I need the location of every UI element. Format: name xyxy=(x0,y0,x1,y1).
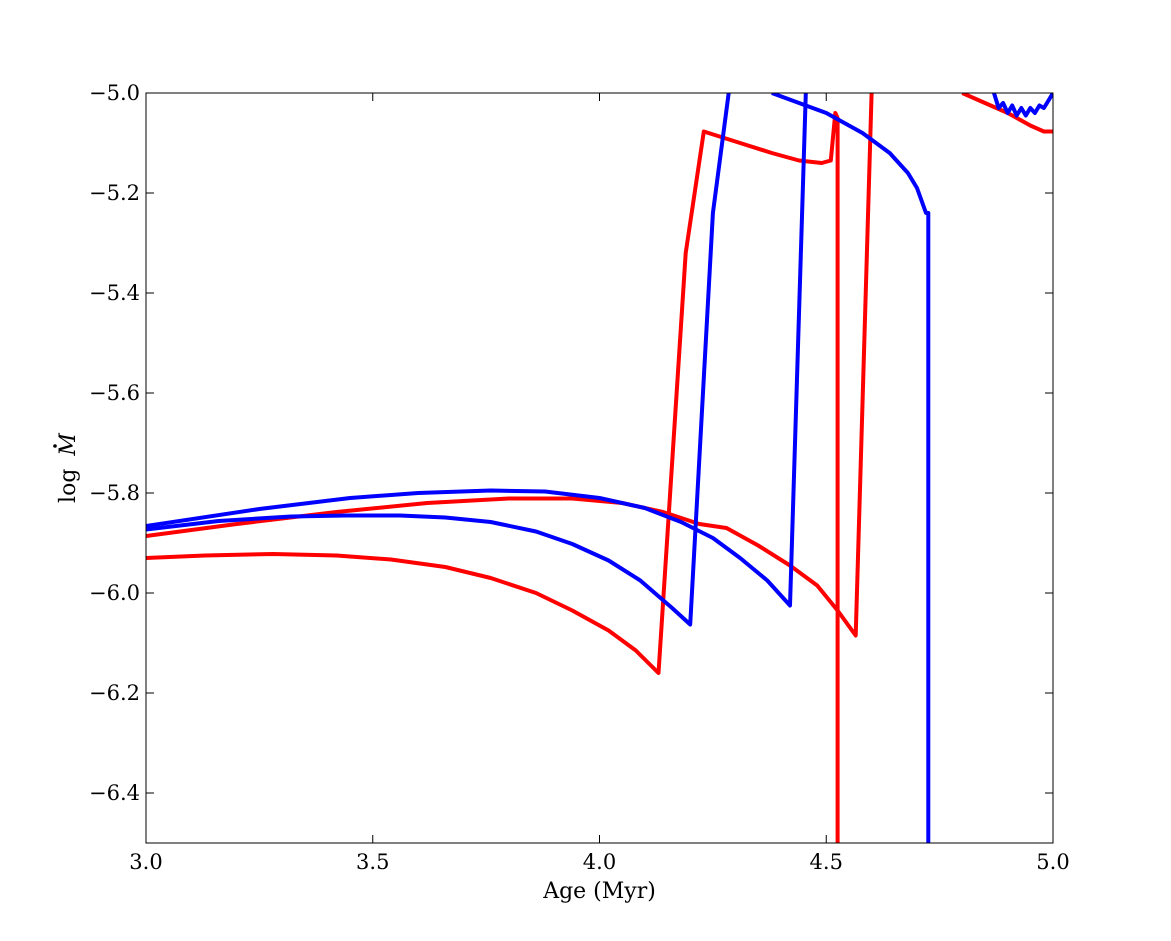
x-tick-label: 4.5 xyxy=(810,850,843,874)
y-tick-label: −5.6 xyxy=(89,381,140,405)
y-axis-label-symbol: M xyxy=(56,433,81,457)
x-axis-label: Age (Myr) xyxy=(542,879,656,904)
y-tick-label: −5.8 xyxy=(89,481,140,505)
series-line-5 xyxy=(146,93,808,608)
y-axis-label-dot xyxy=(53,444,57,448)
series-line-3 xyxy=(961,93,1053,134)
y-tick-label: −5.4 xyxy=(89,281,140,305)
plot-frame xyxy=(145,92,1054,844)
tick-layer: 3.0 3.5 4.0 4.5 5.0 −5.0 −5.2 −5.4 −5.6 −5.8 −6.0 −… xyxy=(89,81,1070,874)
x-tick-label: 3.5 xyxy=(356,850,389,874)
series-line-4 xyxy=(146,93,731,627)
y-axis-label: log M xyxy=(53,433,81,503)
y-axis-label-prefix: log xyxy=(56,469,81,503)
y-tick-label: −5.0 xyxy=(89,81,140,105)
series-line-6 xyxy=(771,93,931,843)
series-line-1 xyxy=(146,111,840,843)
y-tick-label: −6.2 xyxy=(89,681,140,705)
x-tick-label: 4.0 xyxy=(583,850,616,874)
y-tick-label: −6.4 xyxy=(89,781,140,805)
series-line-2 xyxy=(146,93,874,638)
series-layer xyxy=(146,93,1053,843)
svg-text:log M: log M xyxy=(56,433,81,503)
y-tick-label: −6.0 xyxy=(89,581,140,605)
y-tick-label: −5.2 xyxy=(89,181,140,205)
x-tick-label: 3.0 xyxy=(129,850,162,874)
series-line-7 xyxy=(992,93,1053,118)
x-tick-label: 5.0 xyxy=(1036,850,1069,874)
